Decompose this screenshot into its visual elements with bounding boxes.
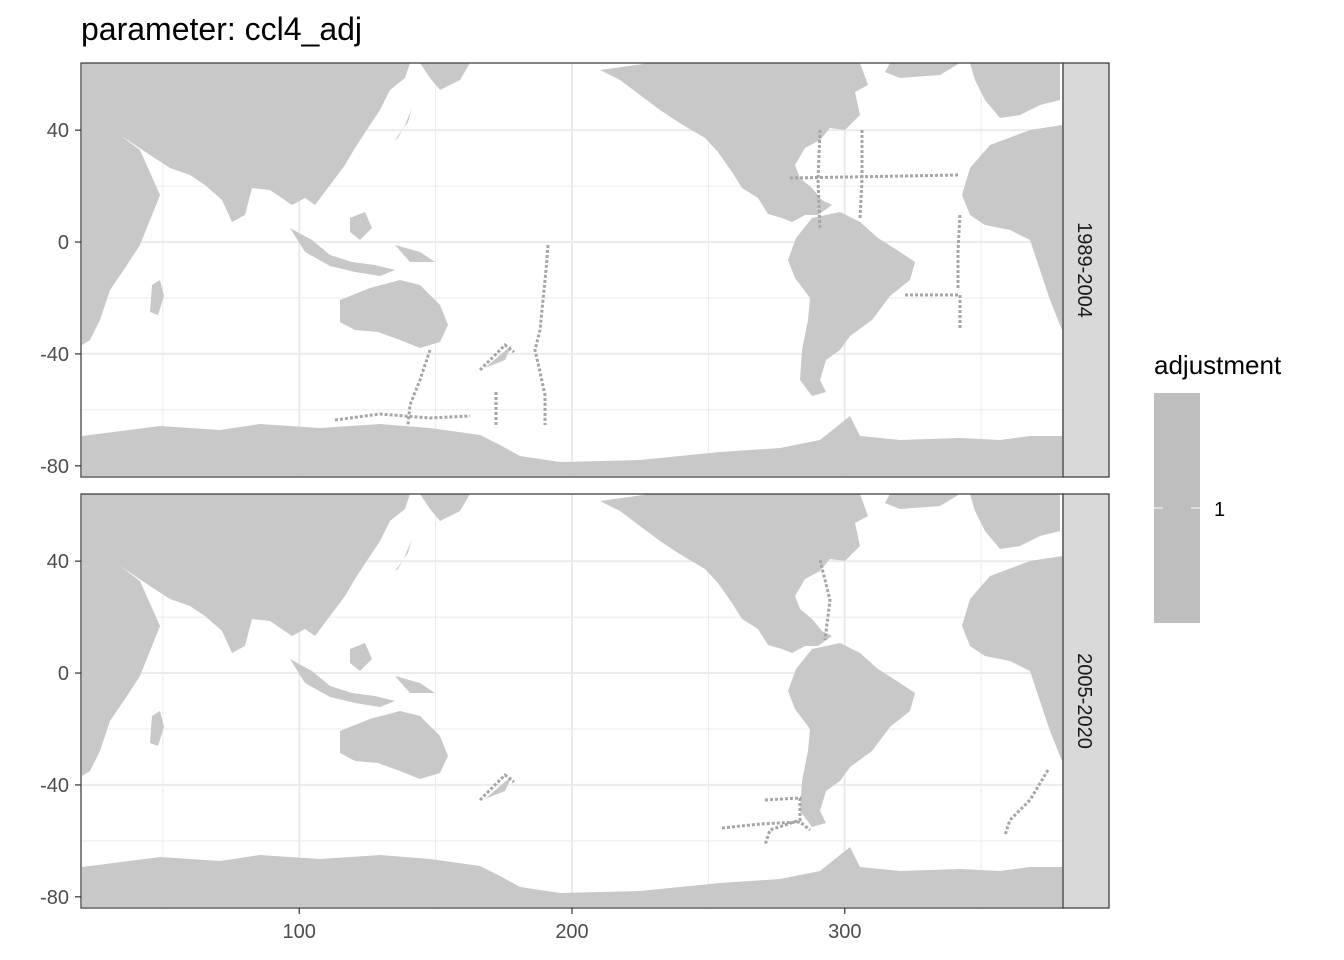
x-tick-label: 100 (283, 921, 316, 943)
legend: adjustment 1 (1154, 350, 1282, 623)
strip-label: 2005-2020 (1073, 653, 1095, 749)
strip-label: 1989-2004 (1073, 222, 1095, 318)
y-tick-label: -40 (40, 775, 69, 797)
y-tick-label: 40 (47, 120, 69, 142)
y-tick-label: 0 (58, 663, 69, 685)
x-tick-label: 300 (828, 921, 861, 943)
strip-background (1062, 62, 1110, 478)
y-axis: 40 0 -40 -80 (40, 551, 81, 909)
facet-strip-1: 1989-2004 (1062, 62, 1110, 478)
facet-panel-2: 40 0 -40 -80 100 200 300 (40, 493, 1064, 943)
chart-title: parameter: ccl4_adj (81, 11, 362, 47)
strip-background (1062, 493, 1110, 909)
y-tick-label: -80 (40, 887, 69, 909)
y-tick-label: 40 (47, 551, 69, 573)
legend-title: adjustment (1154, 350, 1282, 380)
data-track-layer (478, 559, 1050, 846)
x-tick-label: 200 (555, 921, 588, 943)
x-axis: 100 200 300 (283, 908, 861, 943)
y-tick-label: -80 (40, 456, 69, 478)
y-tick-label: -40 (40, 344, 69, 366)
facet-panel-1: 40 0 -40 -80 (40, 62, 1064, 478)
data-track-layer (334, 129, 962, 426)
y-axis: 40 0 -40 -80 (40, 120, 81, 478)
facet-strip-2: 2005-2020 (1062, 493, 1110, 909)
y-tick-label: 0 (58, 232, 69, 254)
legend-label: 1 (1214, 499, 1225, 521)
